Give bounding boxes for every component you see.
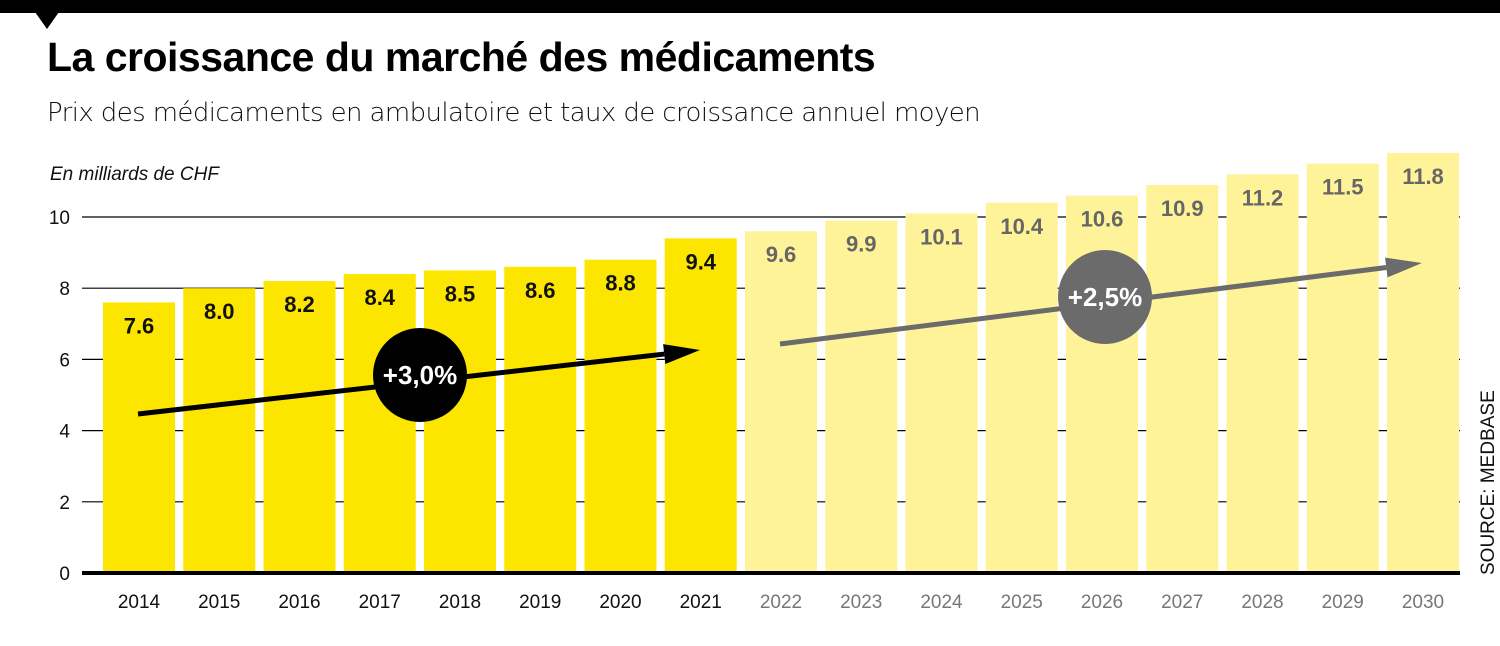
x-tick-label: 2019 xyxy=(519,592,561,613)
growth-rate-label: +3,0% xyxy=(383,360,457,390)
bar-2028 xyxy=(1226,174,1299,573)
triangle-marker-icon xyxy=(35,12,59,29)
bar-2023 xyxy=(825,220,898,573)
x-tick-label: 2014 xyxy=(118,592,161,613)
bar-2016 xyxy=(263,281,336,573)
x-tick-label: 2018 xyxy=(439,592,481,613)
bar-2015 xyxy=(183,288,256,573)
growth-rate-label: +2,5% xyxy=(1068,282,1142,312)
y-tick-label: 0 xyxy=(59,564,70,585)
x-tick-label: 2025 xyxy=(1001,592,1043,613)
data-label: 7.6 xyxy=(124,313,155,338)
bar-2021 xyxy=(664,238,737,574)
y-axis-label: En milliards de CHF xyxy=(50,164,219,185)
x-tick-label: 2016 xyxy=(278,592,320,613)
growth-rate-badge xyxy=(1058,250,1152,344)
data-label: 9.4 xyxy=(685,249,716,274)
bar-2022 xyxy=(745,231,817,574)
y-tick-label: 6 xyxy=(59,350,70,371)
top-bar xyxy=(0,0,1500,13)
trend-arrow-forecast-arrowhead-icon xyxy=(1385,257,1422,278)
data-label: 9.9 xyxy=(846,232,877,257)
y-tick-label: 8 xyxy=(59,279,70,300)
x-tick-label: 2021 xyxy=(680,592,722,613)
data-label: 10.6 xyxy=(1081,207,1124,232)
bar-2025 xyxy=(985,202,1058,573)
chart-title: La croissance du marché des médicaments xyxy=(47,34,876,80)
growth-rate-badge xyxy=(373,328,467,422)
data-label: 8.8 xyxy=(605,271,636,296)
x-tick-label: 2030 xyxy=(1402,592,1444,613)
bar-2020 xyxy=(584,259,657,573)
chart-subtitle: Prix des médicaments en ambulatoire et t… xyxy=(47,98,981,128)
bar-2030 xyxy=(1387,152,1459,574)
x-tick-label: 2015 xyxy=(198,592,240,613)
y-tick-label: 10 xyxy=(49,208,70,229)
data-label: 11.5 xyxy=(1322,175,1364,200)
data-label: 8.0 xyxy=(204,299,235,324)
bar-2029 xyxy=(1306,163,1379,573)
data-label: 8.2 xyxy=(284,292,315,317)
x-tick-label: 2022 xyxy=(760,592,802,613)
data-label: 10.1 xyxy=(920,224,963,249)
bar-2024 xyxy=(905,213,978,573)
data-label: 10.4 xyxy=(1000,214,1044,239)
data-label: 8.5 xyxy=(445,281,476,306)
x-tick-label: 2024 xyxy=(920,592,963,613)
bar-2018 xyxy=(424,270,496,573)
x-tick-label: 2020 xyxy=(599,592,641,613)
bar-2019 xyxy=(504,266,577,573)
y-tick-label: 2 xyxy=(59,493,70,514)
data-label: 9.6 xyxy=(766,242,797,267)
bar-2014 xyxy=(103,302,175,573)
data-label: 11.2 xyxy=(1242,185,1284,210)
x-tick-label: 2017 xyxy=(359,592,401,613)
y-tick-label: 4 xyxy=(59,422,70,443)
data-label: 8.6 xyxy=(525,278,556,303)
x-tick-label: 2027 xyxy=(1161,592,1203,613)
trend-arrow-actual-arrowhead-icon xyxy=(663,344,700,365)
x-tick-label: 2026 xyxy=(1081,592,1123,613)
x-tick-label: 2029 xyxy=(1322,592,1364,613)
data-label: 11.8 xyxy=(1402,164,1444,189)
bar-2027 xyxy=(1146,184,1219,573)
x-tick-label: 2028 xyxy=(1241,592,1283,613)
data-label: 10.9 xyxy=(1161,196,1204,221)
x-tick-label: 2023 xyxy=(840,592,882,613)
bar-2017 xyxy=(343,273,416,573)
data-label: 8.4 xyxy=(364,285,395,310)
